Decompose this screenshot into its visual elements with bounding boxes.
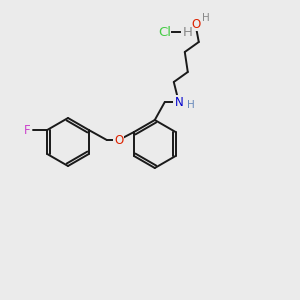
- Text: Cl: Cl: [158, 26, 172, 38]
- Text: O: O: [191, 17, 200, 31]
- Text: H: H: [183, 26, 193, 38]
- Text: O: O: [114, 134, 123, 146]
- Text: F: F: [24, 124, 31, 136]
- Text: H: H: [202, 13, 210, 23]
- Text: H: H: [187, 100, 195, 110]
- Text: N: N: [174, 95, 183, 109]
